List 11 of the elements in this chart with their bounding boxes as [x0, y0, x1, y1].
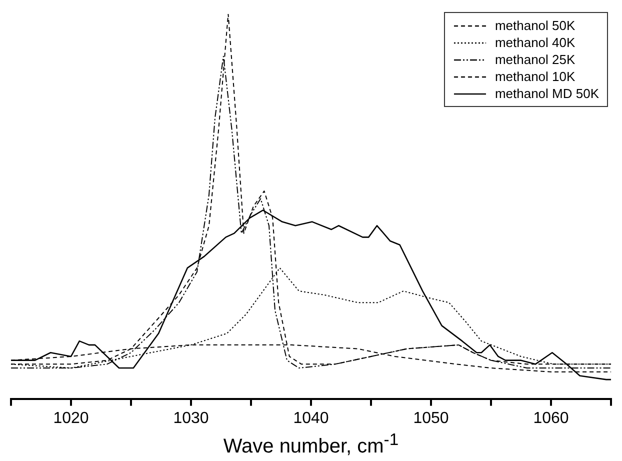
legend-label: methanol 40K — [494, 35, 576, 50]
x-tick-label: 1060 — [533, 410, 569, 427]
x-tick-label: 1040 — [293, 410, 329, 427]
x-axis-title: Wave number, cm$^{-1}$ — [222, 430, 400, 459]
legend-label: methanol 10K — [494, 69, 576, 84]
x-tick-label: 1030 — [173, 410, 209, 427]
legend-label: methanol 25K — [494, 52, 576, 67]
legend-label: methanol 50K — [494, 18, 576, 33]
x-tick-label: 1020 — [53, 410, 89, 427]
legend-label: methanol MD 50K — [494, 86, 599, 101]
x-tick-label: 1050 — [413, 410, 449, 427]
